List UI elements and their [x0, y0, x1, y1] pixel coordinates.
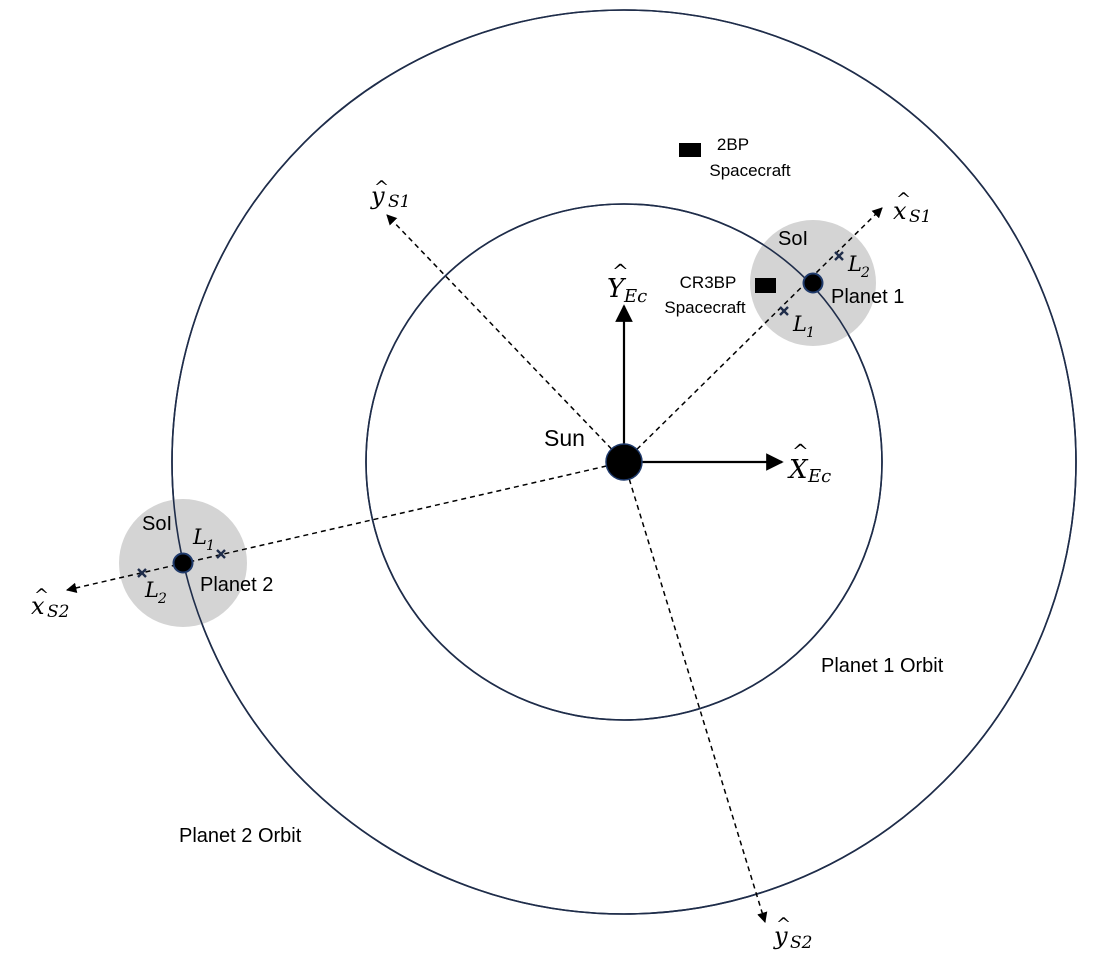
- svg-text:Ec: Ec: [623, 286, 647, 307]
- svg-text:Y: Y: [607, 274, 627, 304]
- sun-body: [605, 443, 643, 481]
- y-s1-axis: [386, 214, 625, 463]
- planet2-l2-marker: [137, 568, 147, 578]
- svg-text:^: ^: [374, 177, 389, 198]
- spacecraft-2bp-label-line1: 2BP: [717, 135, 749, 154]
- x-s2-axis-label: ^ x S2: [31, 585, 69, 622]
- svg-text:L: L: [792, 312, 807, 336]
- spacecraft-2bp-icon: [679, 143, 701, 157]
- planet2-body: [172, 552, 194, 574]
- svg-text:S1: S1: [909, 207, 931, 227]
- planet2-l1-marker: [216, 549, 226, 559]
- svg-text:L: L: [192, 525, 207, 549]
- x-s1-axis: [623, 207, 883, 463]
- x-ec-axis-label: ^ X Ec: [787, 439, 831, 487]
- svg-text:X: X: [787, 455, 809, 485]
- svg-text:x: x: [893, 197, 907, 225]
- spacecraft-cr3bp-icon: [755, 278, 776, 293]
- spacecraft-2bp-label-line2: Spacecraft: [709, 161, 791, 180]
- planet2-l1-label: L 1: [192, 525, 215, 554]
- planet2-orbit-label: Planet 2 Orbit: [179, 825, 302, 847]
- svg-text:^: ^: [776, 914, 791, 935]
- x-s1-axis-label: ^ x S1: [893, 189, 931, 227]
- svg-text:Ec: Ec: [807, 466, 831, 487]
- planet1-l1-marker: [779, 306, 789, 316]
- svg-text:y: y: [370, 182, 385, 210]
- y-s1-axis-label: ^ y S1: [370, 177, 410, 212]
- svg-text:^: ^: [896, 189, 911, 210]
- svg-text:2: 2: [157, 591, 167, 607]
- planet2-soi-label: SoI: [142, 513, 172, 535]
- svg-text:^: ^: [34, 585, 49, 606]
- planet2-orbit-overlay: [171, 9, 1077, 915]
- planet1-body: [802, 272, 824, 294]
- svg-text:^: ^: [792, 439, 809, 463]
- svg-text:2: 2: [860, 265, 870, 281]
- spacecraft-cr3bp-label-line1: CR3BP: [680, 273, 737, 292]
- svg-text:L: L: [847, 252, 862, 276]
- y-s2-axis: [623, 461, 768, 924]
- y-ec-axis-label: ^ Y Ec: [607, 259, 647, 307]
- planet1-l1-label: L 1: [792, 312, 815, 341]
- svg-text:1: 1: [206, 538, 215, 554]
- spacecraft-cr3bp-label-line2: Spacecraft: [664, 298, 746, 317]
- planet1-soi-label: SoI: [778, 228, 808, 250]
- svg-text:S1: S1: [388, 192, 410, 212]
- svg-text:y: y: [773, 922, 788, 950]
- y-s2-axis-label: ^ y S2: [773, 914, 812, 953]
- planet1-l2-marker: [834, 251, 844, 261]
- svg-text:^: ^: [612, 259, 629, 283]
- svg-text:1: 1: [806, 325, 815, 341]
- sun-label: Sun: [544, 425, 585, 451]
- svg-text:x: x: [31, 592, 45, 620]
- planet1-orbit-label: Planet 1 Orbit: [821, 655, 944, 677]
- planet2-label: Planet 2: [200, 574, 273, 596]
- svg-text:S2: S2: [790, 933, 812, 953]
- planet1-orbit-overlay: [365, 203, 883, 721]
- planet1-l2-label: L 2: [847, 252, 870, 281]
- planet1-label: Planet 1: [831, 286, 904, 308]
- planet2-l2-label: L 2: [144, 578, 167, 607]
- svg-text:S2: S2: [47, 602, 69, 622]
- svg-text:L: L: [144, 578, 159, 602]
